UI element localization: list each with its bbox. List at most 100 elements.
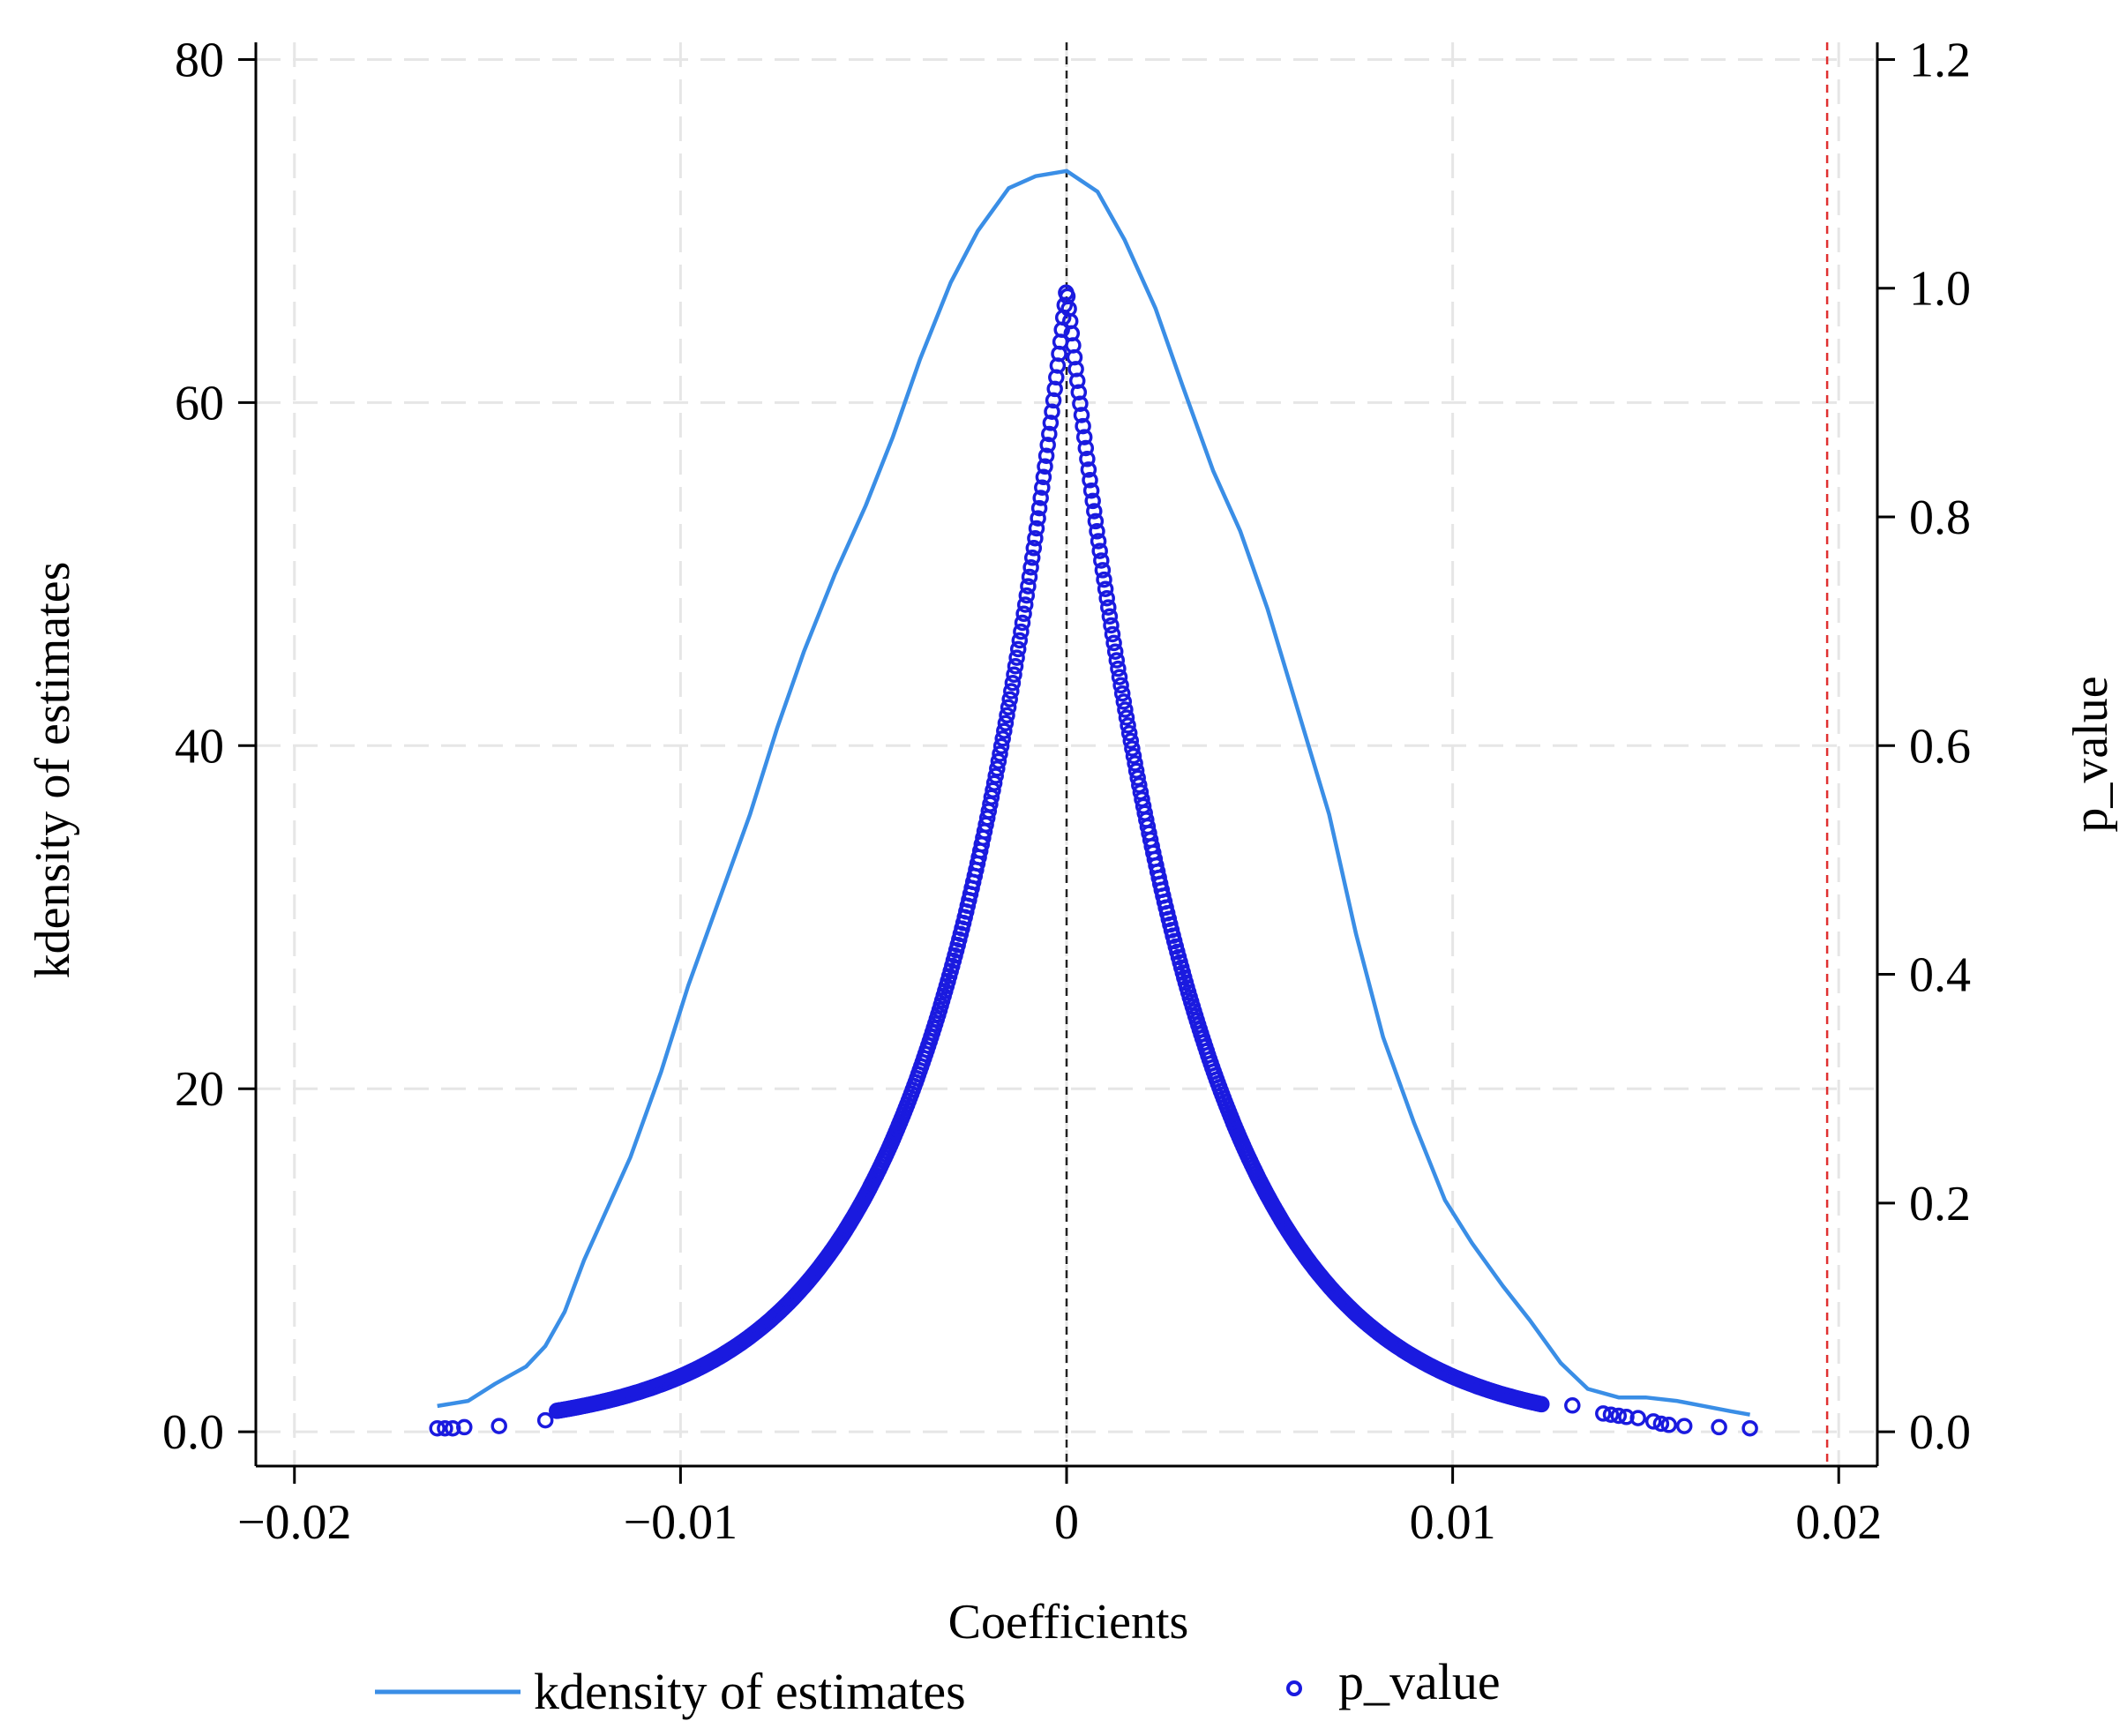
p-value-point: [1110, 660, 1127, 677]
p-value-point: [990, 752, 1007, 770]
p-value-point: [456, 1418, 473, 1436]
p-value-point: [444, 1419, 461, 1437]
p-value-point: [1108, 652, 1126, 669]
p-value-point: [996, 722, 1013, 739]
p-value-point: [1118, 709, 1135, 726]
y-left-tick-label: 20: [175, 1062, 224, 1117]
p-value-point: [1016, 596, 1034, 613]
p-value-point: [1022, 558, 1039, 576]
p-value-point: [1028, 520, 1045, 537]
p-value-point: [1008, 649, 1025, 666]
p-value-point: [1082, 482, 1100, 499]
p-value-point: [1120, 717, 1136, 734]
p-value-point: [1023, 550, 1041, 566]
p-value-point: [1075, 417, 1091, 435]
kdensity-series: [437, 168, 1750, 1417]
p-value-point: [1070, 384, 1088, 400]
p-value-point: [1030, 499, 1048, 517]
p-value-point: [1124, 740, 1141, 757]
p-value-point: [1106, 643, 1124, 660]
p-value-point: [1093, 552, 1110, 569]
tick-labels: −0.02 −0.01 0 0.01 0.02 0.0 20 40 60 80 0.0 0.2 0.4 0…: [162, 33, 1971, 1550]
kdensity-line: [437, 168, 1750, 1417]
p-value-point: [1039, 437, 1056, 453]
p-value-point: [1037, 447, 1055, 464]
p-value-point: [985, 782, 1001, 799]
p-value-point: [1041, 425, 1058, 443]
p-value-point: [1027, 529, 1044, 547]
p-value-point: [1073, 407, 1090, 423]
p-value-point: [1035, 468, 1052, 486]
p-value-point: [994, 730, 1011, 747]
p-value-point: [491, 1418, 507, 1434]
p-value-point: [1086, 503, 1103, 520]
p-value-point: [1090, 533, 1107, 550]
p-value-point: [1660, 1417, 1677, 1433]
p-value-point: [987, 767, 1004, 784]
p-value-point: [1652, 1415, 1670, 1433]
p-value-point: [1042, 415, 1060, 431]
legend-label-kdensity: kdensity of estimates: [534, 1663, 966, 1720]
p-value-point: [1014, 614, 1031, 632]
p-value-point: [1025, 540, 1043, 557]
p-value-point: [1127, 755, 1143, 772]
p-value-point: [1101, 608, 1119, 625]
p-value-point: [1104, 625, 1121, 643]
p-value-point: [1000, 699, 1017, 716]
x-tick-label: −0.02: [237, 1495, 352, 1550]
p-value-series: [429, 284, 1758, 1437]
p-value-point: [1084, 492, 1101, 510]
y-right-tick-label: 0.0: [1909, 1405, 1971, 1460]
p-value-point: [1011, 632, 1029, 649]
p-value-point: [1032, 490, 1049, 506]
p-value-point: [1006, 666, 1022, 684]
p-value-point: [1080, 461, 1097, 478]
p-value-point: [1087, 513, 1105, 530]
axes: [238, 42, 1895, 1484]
p-value-point: [1115, 693, 1133, 710]
p-value-point: [1675, 1418, 1693, 1434]
p-value-point: [1127, 762, 1145, 779]
p-value-point: [1120, 724, 1138, 742]
y-left-tick-label: 60: [175, 376, 224, 430]
p-value-point: [1001, 691, 1018, 707]
p-value-point: [1004, 674, 1022, 692]
y-right-tick-label: 0.2: [1909, 1177, 1971, 1231]
p-value-point: [1595, 1405, 1612, 1422]
p-value-point: [1105, 634, 1122, 652]
p-value-point: [989, 760, 1006, 777]
p-value-point: [1111, 669, 1128, 685]
p-value-point: [1103, 617, 1120, 634]
reference-lines: [1065, 42, 1829, 1466]
p-value-point: [1089, 523, 1105, 540]
p-value-point: [992, 745, 1008, 762]
p-value-point: [1113, 685, 1131, 702]
p-value-point: [1003, 683, 1020, 700]
y-right-tick-label: 0.4: [1909, 948, 1971, 1003]
p-value-point: [1644, 1413, 1662, 1430]
p-value-point: [1079, 451, 1096, 468]
p-value-point: [1711, 1418, 1727, 1436]
x-tick-label: −0.01: [624, 1495, 738, 1550]
p-value-point: [1077, 439, 1095, 457]
p-value-point: [999, 707, 1015, 724]
p-value-point: [1015, 605, 1032, 623]
y-right-tick-label: 0.8: [1909, 490, 1971, 545]
p-value-point: [1741, 1419, 1758, 1437]
p-value-point: [1125, 747, 1142, 765]
legend-marker-swatch: [1286, 1680, 1302, 1696]
p-value-point: [1013, 623, 1030, 640]
p-value-point: [1082, 472, 1098, 489]
p-value-point: [997, 715, 1015, 732]
x-tick-label: 0.01: [1410, 1495, 1496, 1550]
p-value-point: [1533, 1396, 1550, 1413]
p-value-point: [1009, 640, 1027, 658]
p-value-point: [437, 1419, 453, 1437]
y-right-tick-label: 0.6: [1909, 719, 1971, 774]
p-value-point: [1097, 580, 1114, 597]
p-value-point: [992, 737, 1010, 755]
p-value-point: [1091, 542, 1108, 559]
p-value-point: [1045, 392, 1062, 409]
grid-lines: [256, 42, 1877, 1466]
